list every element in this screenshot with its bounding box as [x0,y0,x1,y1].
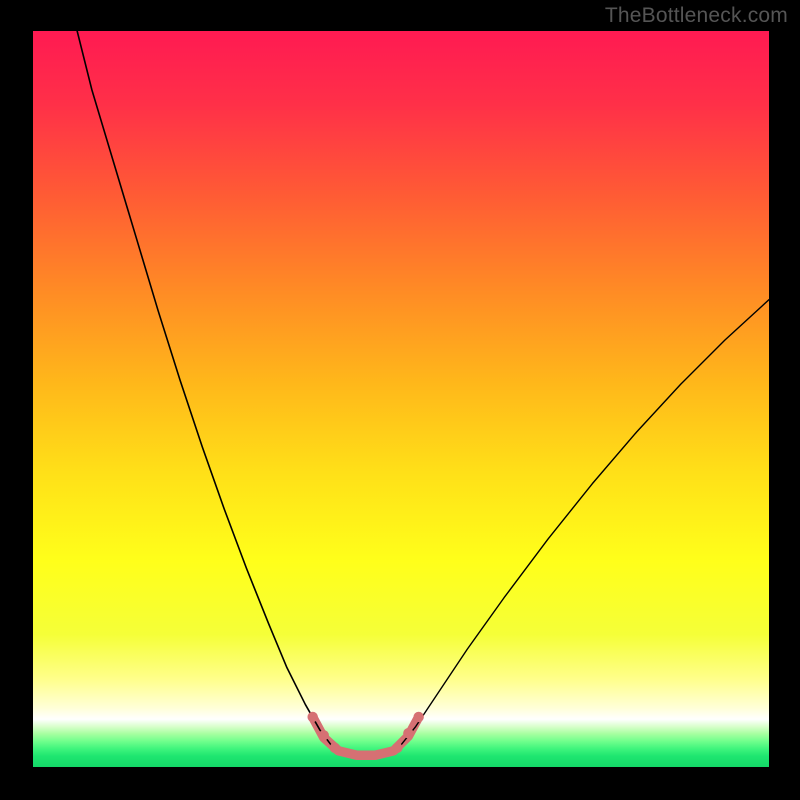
chart-frame: TheBottleneck.com [0,0,800,800]
watermark-text: TheBottleneck.com [605,4,788,28]
valley-dot [319,730,329,740]
valley-dot [330,743,340,753]
valley-dot [403,728,413,738]
plot-area [33,31,769,767]
valley-dot [413,712,423,722]
gradient-background [33,31,769,767]
plot-svg [33,31,769,767]
valley-dot [392,743,402,753]
valley-dot [307,712,317,722]
